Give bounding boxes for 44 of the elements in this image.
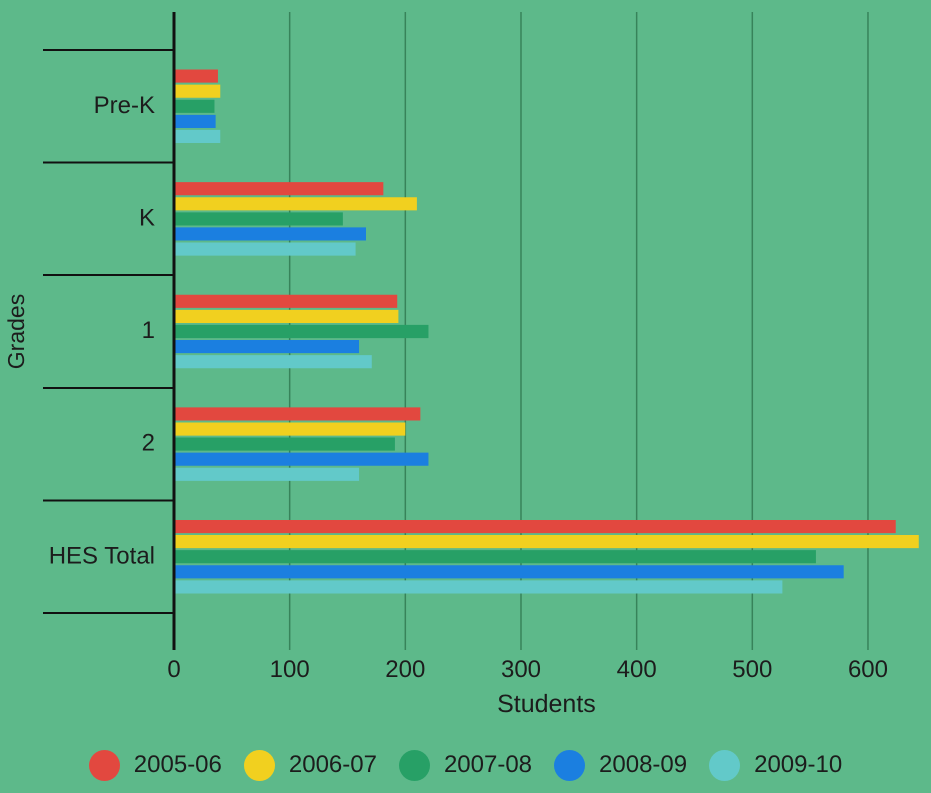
- y-tick-label: K: [138, 204, 155, 232]
- x-tick-label: 0: [167, 656, 181, 684]
- bar: [174, 197, 417, 210]
- x-tick-label: 200: [385, 656, 426, 684]
- x-axis-title: Students: [497, 690, 596, 718]
- y-tick-label: HES Total: [48, 542, 155, 570]
- bar: [174, 340, 360, 354]
- legend-label: 2006-07: [288, 751, 377, 779]
- x-tick-label: 400: [616, 656, 657, 684]
- bar: [174, 452, 428, 466]
- bar: [174, 520, 896, 534]
- bar: [174, 438, 395, 451]
- bar: [174, 227, 366, 241]
- bar: [174, 310, 398, 323]
- legend-label: 2005-06: [134, 751, 222, 779]
- bar: [174, 84, 220, 98]
- x-tick-label: 500: [732, 656, 772, 684]
- bar: [174, 407, 420, 420]
- bar: [174, 114, 216, 128]
- y-axis-title: Grades: [3, 294, 30, 370]
- y-tick-label: 2: [142, 430, 155, 457]
- bar: [174, 580, 782, 594]
- x-tick-label: 100: [270, 656, 310, 684]
- bar: [174, 550, 816, 564]
- x-tick-label: 600: [848, 656, 888, 684]
- legend-label: 2008-09: [599, 751, 688, 779]
- bar: [174, 70, 218, 83]
- bar: [174, 535, 919, 548]
- y-tick-label: 1: [142, 317, 155, 344]
- y-tick-label: Pre-K: [94, 92, 155, 119]
- bar: [174, 212, 343, 226]
- bar: [174, 468, 360, 481]
- legend-label: 2007-08: [444, 751, 532, 779]
- bar: [174, 294, 398, 308]
- bar: [174, 182, 384, 196]
- bar: [174, 130, 220, 144]
- legend-label: 2009-10: [754, 751, 842, 779]
- bar: [174, 355, 372, 368]
- bar: [174, 100, 214, 113]
- bar: [174, 242, 356, 256]
- bar: [174, 565, 844, 578]
- x-tick-label: 300: [500, 656, 542, 684]
- bar: [174, 422, 406, 436]
- bar: [174, 324, 428, 338]
